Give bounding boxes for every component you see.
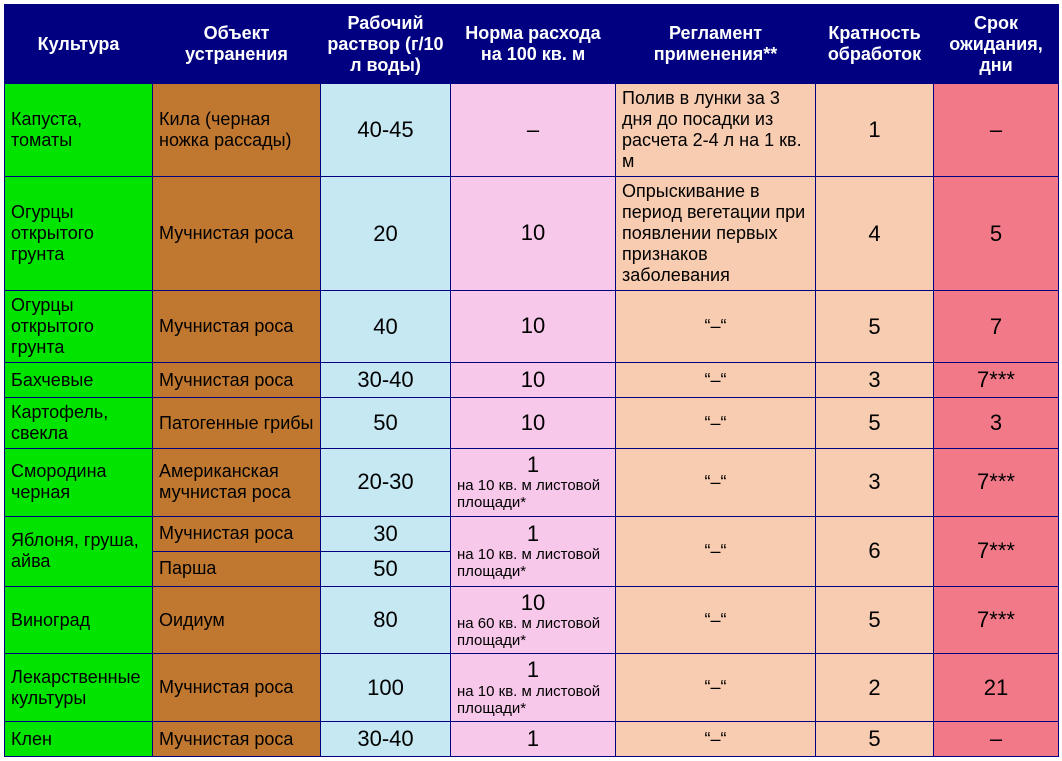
cell-rate: 1 bbox=[451, 722, 616, 757]
cell-culture: Картофель, свекла bbox=[5, 398, 153, 449]
cell-culture: Огурцы открытого грунта bbox=[5, 177, 153, 291]
cell-object: Парша bbox=[153, 551, 321, 586]
cell-wait: 7*** bbox=[934, 586, 1059, 654]
cell-culture: Яблоня, груша, айва bbox=[5, 516, 153, 586]
th-sol: Рабочий раствор (г/10 л воды) bbox=[321, 5, 451, 84]
cell-reg: “–“ bbox=[616, 449, 816, 517]
cell-object: Мучнистая роса bbox=[153, 722, 321, 757]
cell-mult: 2 bbox=[816, 654, 934, 722]
cell-object: Патогенные грибы bbox=[153, 398, 321, 449]
cell-object: Мучнистая роса bbox=[153, 177, 321, 291]
th-rate: Норма расхода на 100 кв. м bbox=[451, 5, 616, 84]
cell-sol: 20-30 bbox=[321, 449, 451, 517]
th-wait: Срок ожидания, дни bbox=[934, 5, 1059, 84]
cell-reg: “–“ bbox=[616, 516, 816, 586]
table-row: Картофель, свеклаПатогенные грибы5010“–“… bbox=[5, 398, 1059, 449]
table-body: Капуста, томатыКила (черная ножка рассад… bbox=[5, 84, 1059, 757]
cell-object: Мучнистая роса bbox=[153, 363, 321, 398]
table-row: Лекарственные культурыМучнистая роса1001… bbox=[5, 654, 1059, 722]
cell-culture: Огурцы открытого грунта bbox=[5, 291, 153, 363]
cell-mult: 1 bbox=[816, 84, 934, 177]
cell-rate: 10 bbox=[451, 398, 616, 449]
th-mult: Кратность обработок bbox=[816, 5, 934, 84]
cell-sol: 50 bbox=[321, 398, 451, 449]
cell-mult: 3 bbox=[816, 449, 934, 517]
cell-mult: 6 bbox=[816, 516, 934, 586]
table-row: Смородина чернаяАмериканская мучнистая р… bbox=[5, 449, 1059, 517]
cell-sol: 30-40 bbox=[321, 363, 451, 398]
cell-object: Оидиум bbox=[153, 586, 321, 654]
cell-reg: “–“ bbox=[616, 722, 816, 757]
th-culture: Культура bbox=[5, 5, 153, 84]
cell-wait: 7*** bbox=[934, 363, 1059, 398]
cell-rate: 10на 60 кв. м листовой площади* bbox=[451, 586, 616, 654]
cell-sol: 100 bbox=[321, 654, 451, 722]
cell-mult: 5 bbox=[816, 586, 934, 654]
cell-wait: – bbox=[934, 722, 1059, 757]
cell-culture: Клен bbox=[5, 722, 153, 757]
cell-rate: 1на 10 кв. м листовой площади* bbox=[451, 449, 616, 517]
cell-wait: 21 bbox=[934, 654, 1059, 722]
th-object: Объект устранения bbox=[153, 5, 321, 84]
cell-reg: “–“ bbox=[616, 291, 816, 363]
cell-culture: Лекарственные культуры bbox=[5, 654, 153, 722]
cell-reg: Опрыскивание в период вегетации при появ… bbox=[616, 177, 816, 291]
table-row: ВиноградОидиум8010на 60 кв. м листовой п… bbox=[5, 586, 1059, 654]
cell-wait: – bbox=[934, 84, 1059, 177]
cell-rate: 10 bbox=[451, 363, 616, 398]
cell-reg: “–“ bbox=[616, 586, 816, 654]
pesticide-table: Культура Объект устранения Рабочий раств… bbox=[4, 4, 1059, 757]
cell-mult: 5 bbox=[816, 398, 934, 449]
cell-wait: 3 bbox=[934, 398, 1059, 449]
cell-object: Мучнистая роса bbox=[153, 516, 321, 551]
cell-sol: 20 bbox=[321, 177, 451, 291]
cell-sol: 50 bbox=[321, 551, 451, 586]
cell-culture: Бахчевые bbox=[5, 363, 153, 398]
cell-mult: 5 bbox=[816, 722, 934, 757]
cell-culture: Капуста, томаты bbox=[5, 84, 153, 177]
cell-culture: Смородина черная bbox=[5, 449, 153, 517]
header-row: Культура Объект устранения Рабочий раств… bbox=[5, 5, 1059, 84]
cell-sol: 30 bbox=[321, 516, 451, 551]
cell-sol: 80 bbox=[321, 586, 451, 654]
table-row: Огурцы открытого грунтаМучнистая роса401… bbox=[5, 291, 1059, 363]
table-row: Капуста, томатыКила (черная ножка рассад… bbox=[5, 84, 1059, 177]
cell-sol: 40-45 bbox=[321, 84, 451, 177]
cell-object: Мучнистая роса bbox=[153, 291, 321, 363]
cell-rate: 1на 10 кв. м листовой площади* bbox=[451, 516, 616, 586]
cell-reg: “–“ bbox=[616, 398, 816, 449]
cell-reg: “–“ bbox=[616, 363, 816, 398]
table-row: Огурцы открытого грунтаМучнистая роса201… bbox=[5, 177, 1059, 291]
cell-wait: 7 bbox=[934, 291, 1059, 363]
cell-wait: 7*** bbox=[934, 516, 1059, 586]
cell-culture: Виноград bbox=[5, 586, 153, 654]
cell-mult: 5 bbox=[816, 291, 934, 363]
cell-object: Американская мучнистая роса bbox=[153, 449, 321, 517]
cell-rate: 1на 10 кв. м листовой площади* bbox=[451, 654, 616, 722]
cell-rate: – bbox=[451, 84, 616, 177]
cell-sol: 30-40 bbox=[321, 722, 451, 757]
table-row: КленМучнистая роса30-401“–“5– bbox=[5, 722, 1059, 757]
cell-rate: 10 bbox=[451, 291, 616, 363]
cell-mult: 4 bbox=[816, 177, 934, 291]
cell-mult: 3 bbox=[816, 363, 934, 398]
cell-reg: Полив в лунки за 3 дня до посадки из рас… bbox=[616, 84, 816, 177]
cell-object: Кила (черная ножка рассады) bbox=[153, 84, 321, 177]
th-reg: Регламент применения** bbox=[616, 5, 816, 84]
cell-reg: “–“ bbox=[616, 654, 816, 722]
cell-sol: 40 bbox=[321, 291, 451, 363]
cell-wait: 7*** bbox=[934, 449, 1059, 517]
cell-object: Мучнистая роса bbox=[153, 654, 321, 722]
cell-wait: 5 bbox=[934, 177, 1059, 291]
cell-rate: 10 bbox=[451, 177, 616, 291]
table-row: БахчевыеМучнистая роса30-4010“–“37*** bbox=[5, 363, 1059, 398]
table-row: Яблоня, груша, айваМучнистая роса301на 1… bbox=[5, 516, 1059, 551]
